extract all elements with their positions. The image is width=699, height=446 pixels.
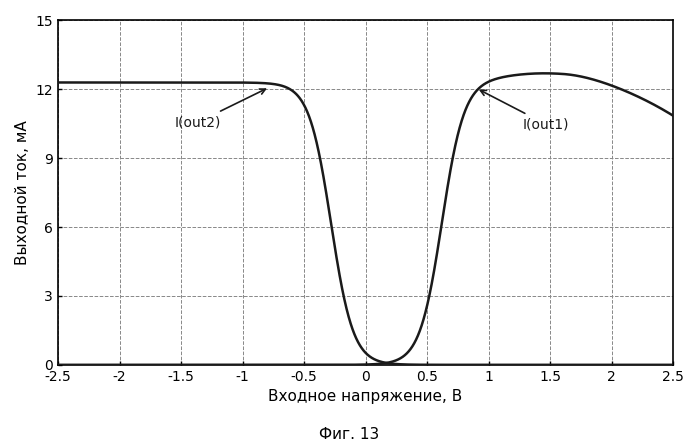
Text: I(out2): I(out2) xyxy=(175,89,266,129)
Text: I(out1): I(out1) xyxy=(480,91,570,132)
Text: Фиг. 13: Фиг. 13 xyxy=(319,426,380,442)
X-axis label: Входное напряжение, В: Входное напряжение, В xyxy=(268,389,463,404)
Y-axis label: Выходной ток, мА: Выходной ток, мА xyxy=(15,120,30,265)
